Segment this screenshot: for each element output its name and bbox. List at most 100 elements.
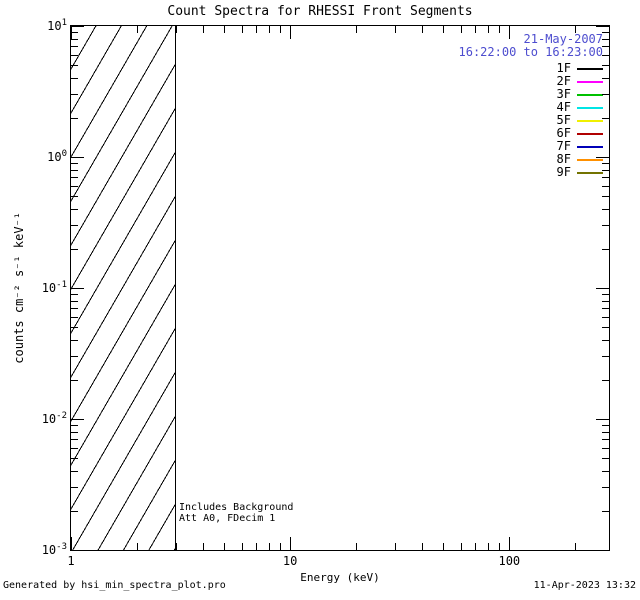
annotation-attenuator-state: Att A0, FDecim 1 xyxy=(179,513,276,524)
y-tick xyxy=(71,424,78,426)
legend-entries: 1F 2F 3F 4F 5F 6F 7F 8F 9F xyxy=(459,62,603,179)
y-tick xyxy=(602,225,609,227)
y-tick xyxy=(596,288,609,289)
x-tick xyxy=(175,543,177,550)
legend-color-line xyxy=(577,145,603,148)
legend-color-line xyxy=(577,80,603,83)
y-tick xyxy=(602,31,609,33)
y-tick xyxy=(602,471,609,473)
y-tick xyxy=(71,550,84,551)
y-tick xyxy=(71,487,78,489)
y-tick xyxy=(71,510,78,512)
y-tick-label: 100 xyxy=(47,149,67,164)
y-tick xyxy=(71,209,78,211)
legend-color-line xyxy=(577,171,603,174)
y-tick xyxy=(602,448,609,450)
legend: 21-May-2007 16:22:00 to 16:23:00 1F 2F 3F 4… xyxy=(458,32,604,179)
x-tick-label: 100 xyxy=(498,554,521,568)
x-tick xyxy=(475,26,477,33)
x-tick xyxy=(241,26,243,33)
legend-entry-label: 2F xyxy=(556,74,571,88)
x-tick xyxy=(394,543,396,550)
x-tick xyxy=(488,26,490,33)
legend-color-line xyxy=(577,106,603,109)
y-tick xyxy=(71,65,78,67)
legend-time-range: 16:22:00 to 16:23:00 xyxy=(458,45,604,59)
y-tick xyxy=(596,26,609,27)
y-tick xyxy=(602,38,609,40)
y-tick xyxy=(71,379,78,381)
plot-annotations: Includes Background Att A0, FDecim 1 xyxy=(179,502,293,524)
legend-color-line xyxy=(577,132,603,135)
y-tick xyxy=(71,78,78,80)
x-tick xyxy=(256,26,258,33)
legend-color-line xyxy=(577,158,603,161)
y-tick xyxy=(602,169,609,171)
y-tick xyxy=(71,317,78,319)
y-tick xyxy=(71,458,78,460)
legend-entry-label: 8F xyxy=(556,152,571,166)
y-tick xyxy=(71,186,78,188)
legend-entry: 8F xyxy=(557,153,603,166)
x-tick xyxy=(268,26,270,33)
y-tick xyxy=(602,510,609,512)
x-tick xyxy=(575,543,577,550)
x-tick xyxy=(280,26,282,33)
x-tick xyxy=(443,543,445,550)
x-tick xyxy=(136,543,138,550)
y-tick xyxy=(71,431,78,433)
y-tick xyxy=(71,356,78,358)
legend-entry: 1F xyxy=(557,62,603,75)
y-tick xyxy=(71,340,78,342)
x-tick xyxy=(290,537,292,550)
y-tick xyxy=(71,419,84,420)
y-tick xyxy=(71,439,78,441)
y-tick xyxy=(71,55,78,57)
y-tick xyxy=(602,55,609,57)
x-tick-label: 10 xyxy=(282,554,298,568)
y-tick xyxy=(71,117,78,119)
x-tick xyxy=(475,543,477,550)
legend-entry-label: 7F xyxy=(556,139,571,153)
y-tick xyxy=(602,46,609,48)
legend-date: 21-May-2007 xyxy=(523,32,603,46)
plot-area: 21-May-2007 16:22:00 to 16:23:00 1F 2F 3F 4… xyxy=(42,18,610,568)
y-tick xyxy=(602,209,609,211)
y-tick-label: 10-1 xyxy=(41,280,67,295)
x-tick xyxy=(422,26,424,33)
x-tick xyxy=(509,537,511,550)
annotation-includes-background: Includes Background xyxy=(179,502,294,513)
legend-entry-label: 6F xyxy=(556,126,571,140)
x-tick xyxy=(356,26,358,33)
x-axis-label: Energy (keV) xyxy=(300,571,380,584)
x-tick xyxy=(202,26,204,33)
y-tick xyxy=(602,439,609,441)
y-tick xyxy=(602,340,609,342)
x-tick xyxy=(202,543,204,550)
y-tick xyxy=(602,78,609,80)
y-tick xyxy=(602,356,609,358)
y-tick xyxy=(602,379,609,381)
legend-entry-label: 3F xyxy=(556,87,571,101)
x-tick xyxy=(290,26,292,39)
y-tick xyxy=(602,177,609,179)
legend-entry: 7F xyxy=(557,140,603,153)
y-tick-label: 10-2 xyxy=(41,411,67,426)
y-tick xyxy=(71,327,78,329)
x-tick xyxy=(136,26,138,33)
x-tick xyxy=(394,26,396,33)
y-tick xyxy=(71,308,78,310)
footer-generated-by: Generated by hsi_min_spectra_plot.pro xyxy=(3,580,226,591)
x-tick xyxy=(175,26,177,33)
y-tick xyxy=(602,300,609,302)
y-tick xyxy=(602,162,609,164)
y-tick xyxy=(602,458,609,460)
legend-entry: 4F xyxy=(557,101,603,114)
y-tick xyxy=(602,308,609,310)
x-tick xyxy=(422,543,424,550)
y-tick xyxy=(71,162,78,164)
legend-entry: 2F xyxy=(557,75,603,88)
legend-entry-label: 9F xyxy=(556,165,571,179)
x-tick xyxy=(224,26,226,33)
y-tick xyxy=(602,293,609,295)
